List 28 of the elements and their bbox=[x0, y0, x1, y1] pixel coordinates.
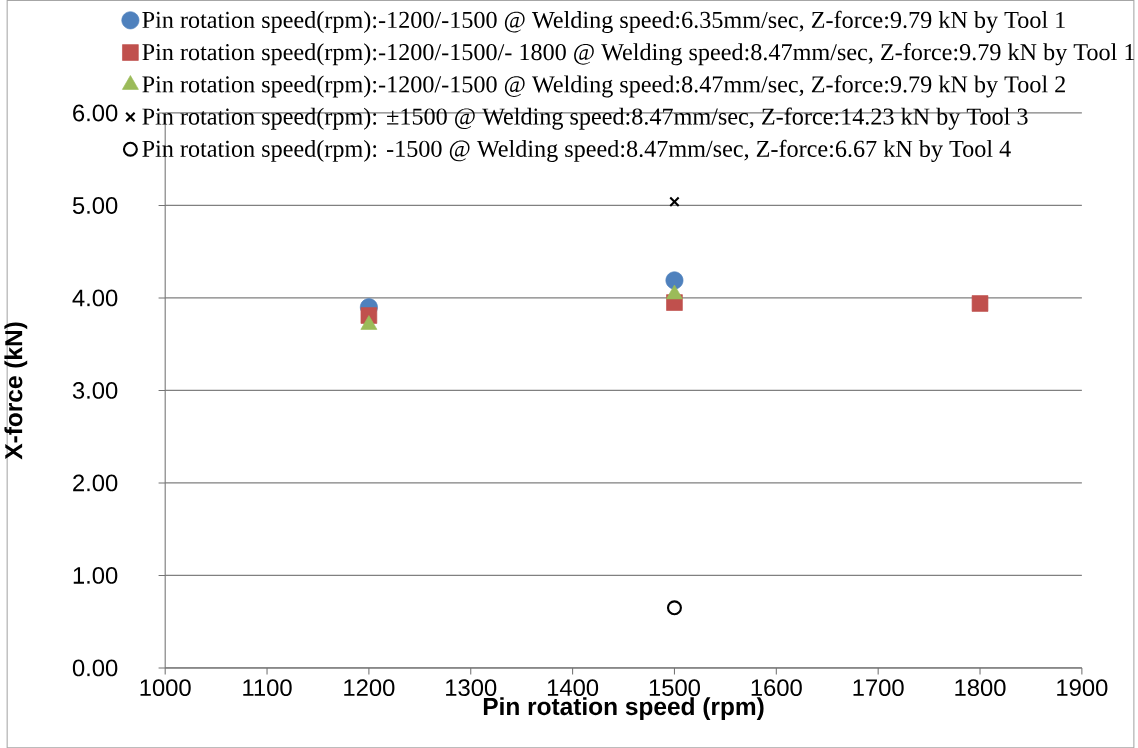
x-tick-label: 1900 bbox=[1057, 679, 1108, 696]
legend-label: Pin rotation speed(rpm):-1200/-1500/- 1800 @ Welding speed:8.47mm/sec, Z-force:9.79 kN by Tool 1 bbox=[142, 42, 1134, 66]
x-tick-label: 1500 bbox=[649, 679, 700, 696]
y-tick-label: 4.00 bbox=[72, 289, 118, 307]
x-axis-title: Pin rotation speed (rpm) bbox=[483, 697, 764, 720]
point bbox=[665, 271, 684, 290]
point bbox=[666, 600, 682, 616]
y-tick-label: 2.00 bbox=[73, 474, 118, 492]
legend-label: Pin rotation speed(rpm):-1200/-1500 @ Welding speed:6.35mm/sec, Z-force:9.79 kN by Tool 1 bbox=[142, 10, 1065, 33]
legend-label: Pin rotation speed(rpm): -1500 @ Welding speed:8.47mm/sec, Z-force:6.67 kN by Tool 4 bbox=[142, 139, 1011, 162]
x-tick-label: 1600 bbox=[751, 679, 802, 696]
y-axis-title: X-force (kN) bbox=[4, 322, 28, 460]
x-tick-label: 1200 bbox=[344, 679, 395, 696]
x-tick-label: 1400 bbox=[547, 679, 599, 696]
y-tick-label: 6.00 bbox=[73, 104, 118, 122]
x-tick-label: 1300 bbox=[446, 679, 497, 696]
x-tick-label: 1700 bbox=[853, 679, 904, 696]
x-tick-label: 1000 bbox=[140, 679, 191, 696]
legend-label: Pin rotation speed(rpm):-1200/-1500 @ Welding speed:8.47mm/sec, Z-force:9.79 kN by Tool 2 bbox=[142, 75, 1065, 98]
legend-label: Pin rotation speed(rpm): ±1500 @ Welding speed:8.47mm/sec, Z-force:14.23 kN by Tool 3 bbox=[142, 107, 1028, 130]
y-tick-label: 0.00 bbox=[72, 659, 118, 677]
x-tick-label: 1800 bbox=[955, 679, 1006, 696]
point bbox=[971, 295, 989, 312]
point bbox=[669, 196, 680, 207]
y-tick-label: 1.00 bbox=[73, 566, 118, 584]
x-tick-label: 1100 bbox=[243, 679, 292, 696]
y-tick-label: 5.00 bbox=[72, 196, 118, 214]
y-tick-label: 3.00 bbox=[72, 381, 118, 399]
